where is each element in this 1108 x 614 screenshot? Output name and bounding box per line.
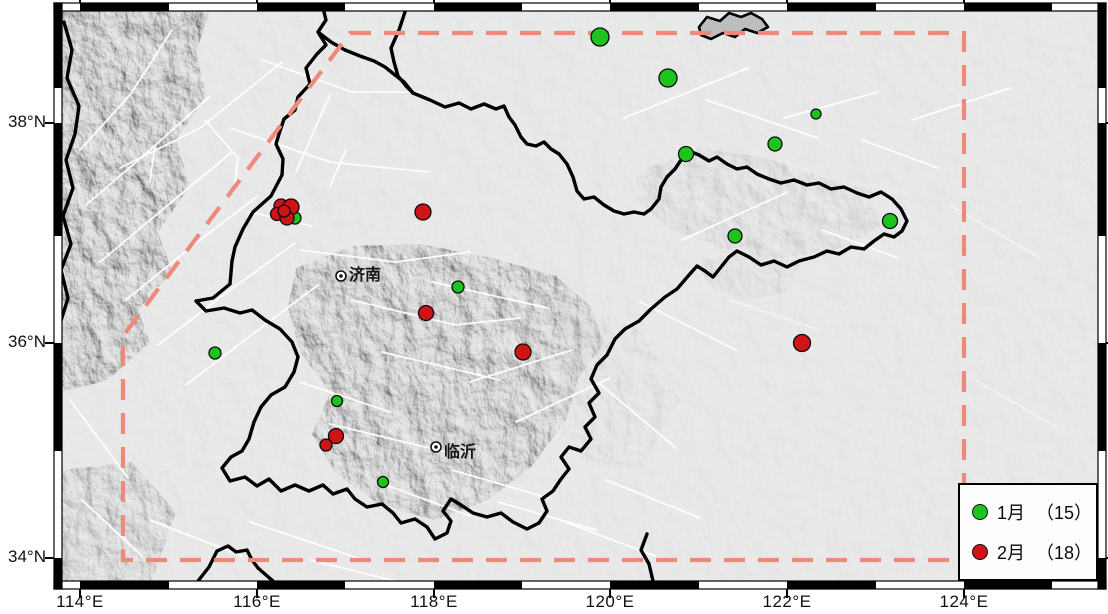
city-marker-linyi	[430, 441, 442, 453]
southwest-border-squiggle	[196, 544, 275, 581]
quake-layer	[208, 27, 899, 489]
quake-marker-jan	[330, 394, 344, 408]
quake-marker-jan	[727, 228, 743, 244]
y-axis-label: 36°N	[8, 332, 46, 351]
quake-marker-feb	[417, 304, 435, 322]
relief-layer	[62, 11, 1098, 581]
quake-marker-jan	[658, 68, 678, 88]
quake-marker-jan	[376, 475, 390, 489]
study-region-dashed-boundary	[120, 30, 967, 563]
city-label-linyi: 临沂	[444, 444, 477, 461]
quake-marker-jan	[881, 212, 899, 230]
quake-marker-jan	[810, 108, 822, 120]
legend-row-january: 1月 （15）	[972, 499, 1096, 525]
map-frame	[45, 0, 1108, 598]
quake-marker-feb	[514, 343, 532, 361]
fault-lines	[69, 29, 1059, 581]
x-axis-label: 118°E	[410, 592, 458, 611]
legend-row-february: 2月 （18）	[972, 539, 1096, 565]
january-dot-icon	[972, 504, 988, 520]
x-axis-label: 122°E	[762, 592, 812, 611]
legend: 1月 （15） 2月 （18）	[958, 483, 1098, 581]
quake-marker-jan	[677, 145, 695, 163]
quake-marker-jan	[590, 27, 610, 47]
legend-count-january: （15）	[1036, 503, 1093, 523]
city-label-jinan: 济南	[349, 267, 382, 284]
north-islands	[697, 11, 770, 41]
x-axis-label: 124°E	[939, 592, 989, 611]
x-axis-label: 114°E	[56, 592, 104, 611]
x-axis-label: 120°E	[585, 592, 635, 611]
february-dot-icon	[972, 544, 988, 560]
south-border-spur	[639, 532, 655, 581]
quake-marker-feb	[277, 204, 291, 218]
shandong-boundary	[194, 11, 909, 541]
quake-marker-feb	[327, 427, 345, 445]
legend-count-february: （18）	[1036, 543, 1093, 563]
quake-marker-feb	[792, 333, 812, 353]
quake-marker-feb	[414, 203, 432, 221]
city-marker-jinan	[335, 270, 347, 282]
y-axis-label: 34°N	[8, 547, 46, 566]
quake-marker-jan	[208, 346, 222, 360]
legend-label-january: 1月	[997, 503, 1026, 523]
legend-label-february: 2月	[997, 543, 1026, 563]
quake-marker-jan	[451, 280, 465, 294]
quake-marker-feb	[319, 438, 333, 452]
x-axis-label: 116°E	[233, 592, 281, 611]
y-axis-label: 38°N	[8, 112, 46, 131]
quake-marker-jan	[767, 136, 783, 152]
